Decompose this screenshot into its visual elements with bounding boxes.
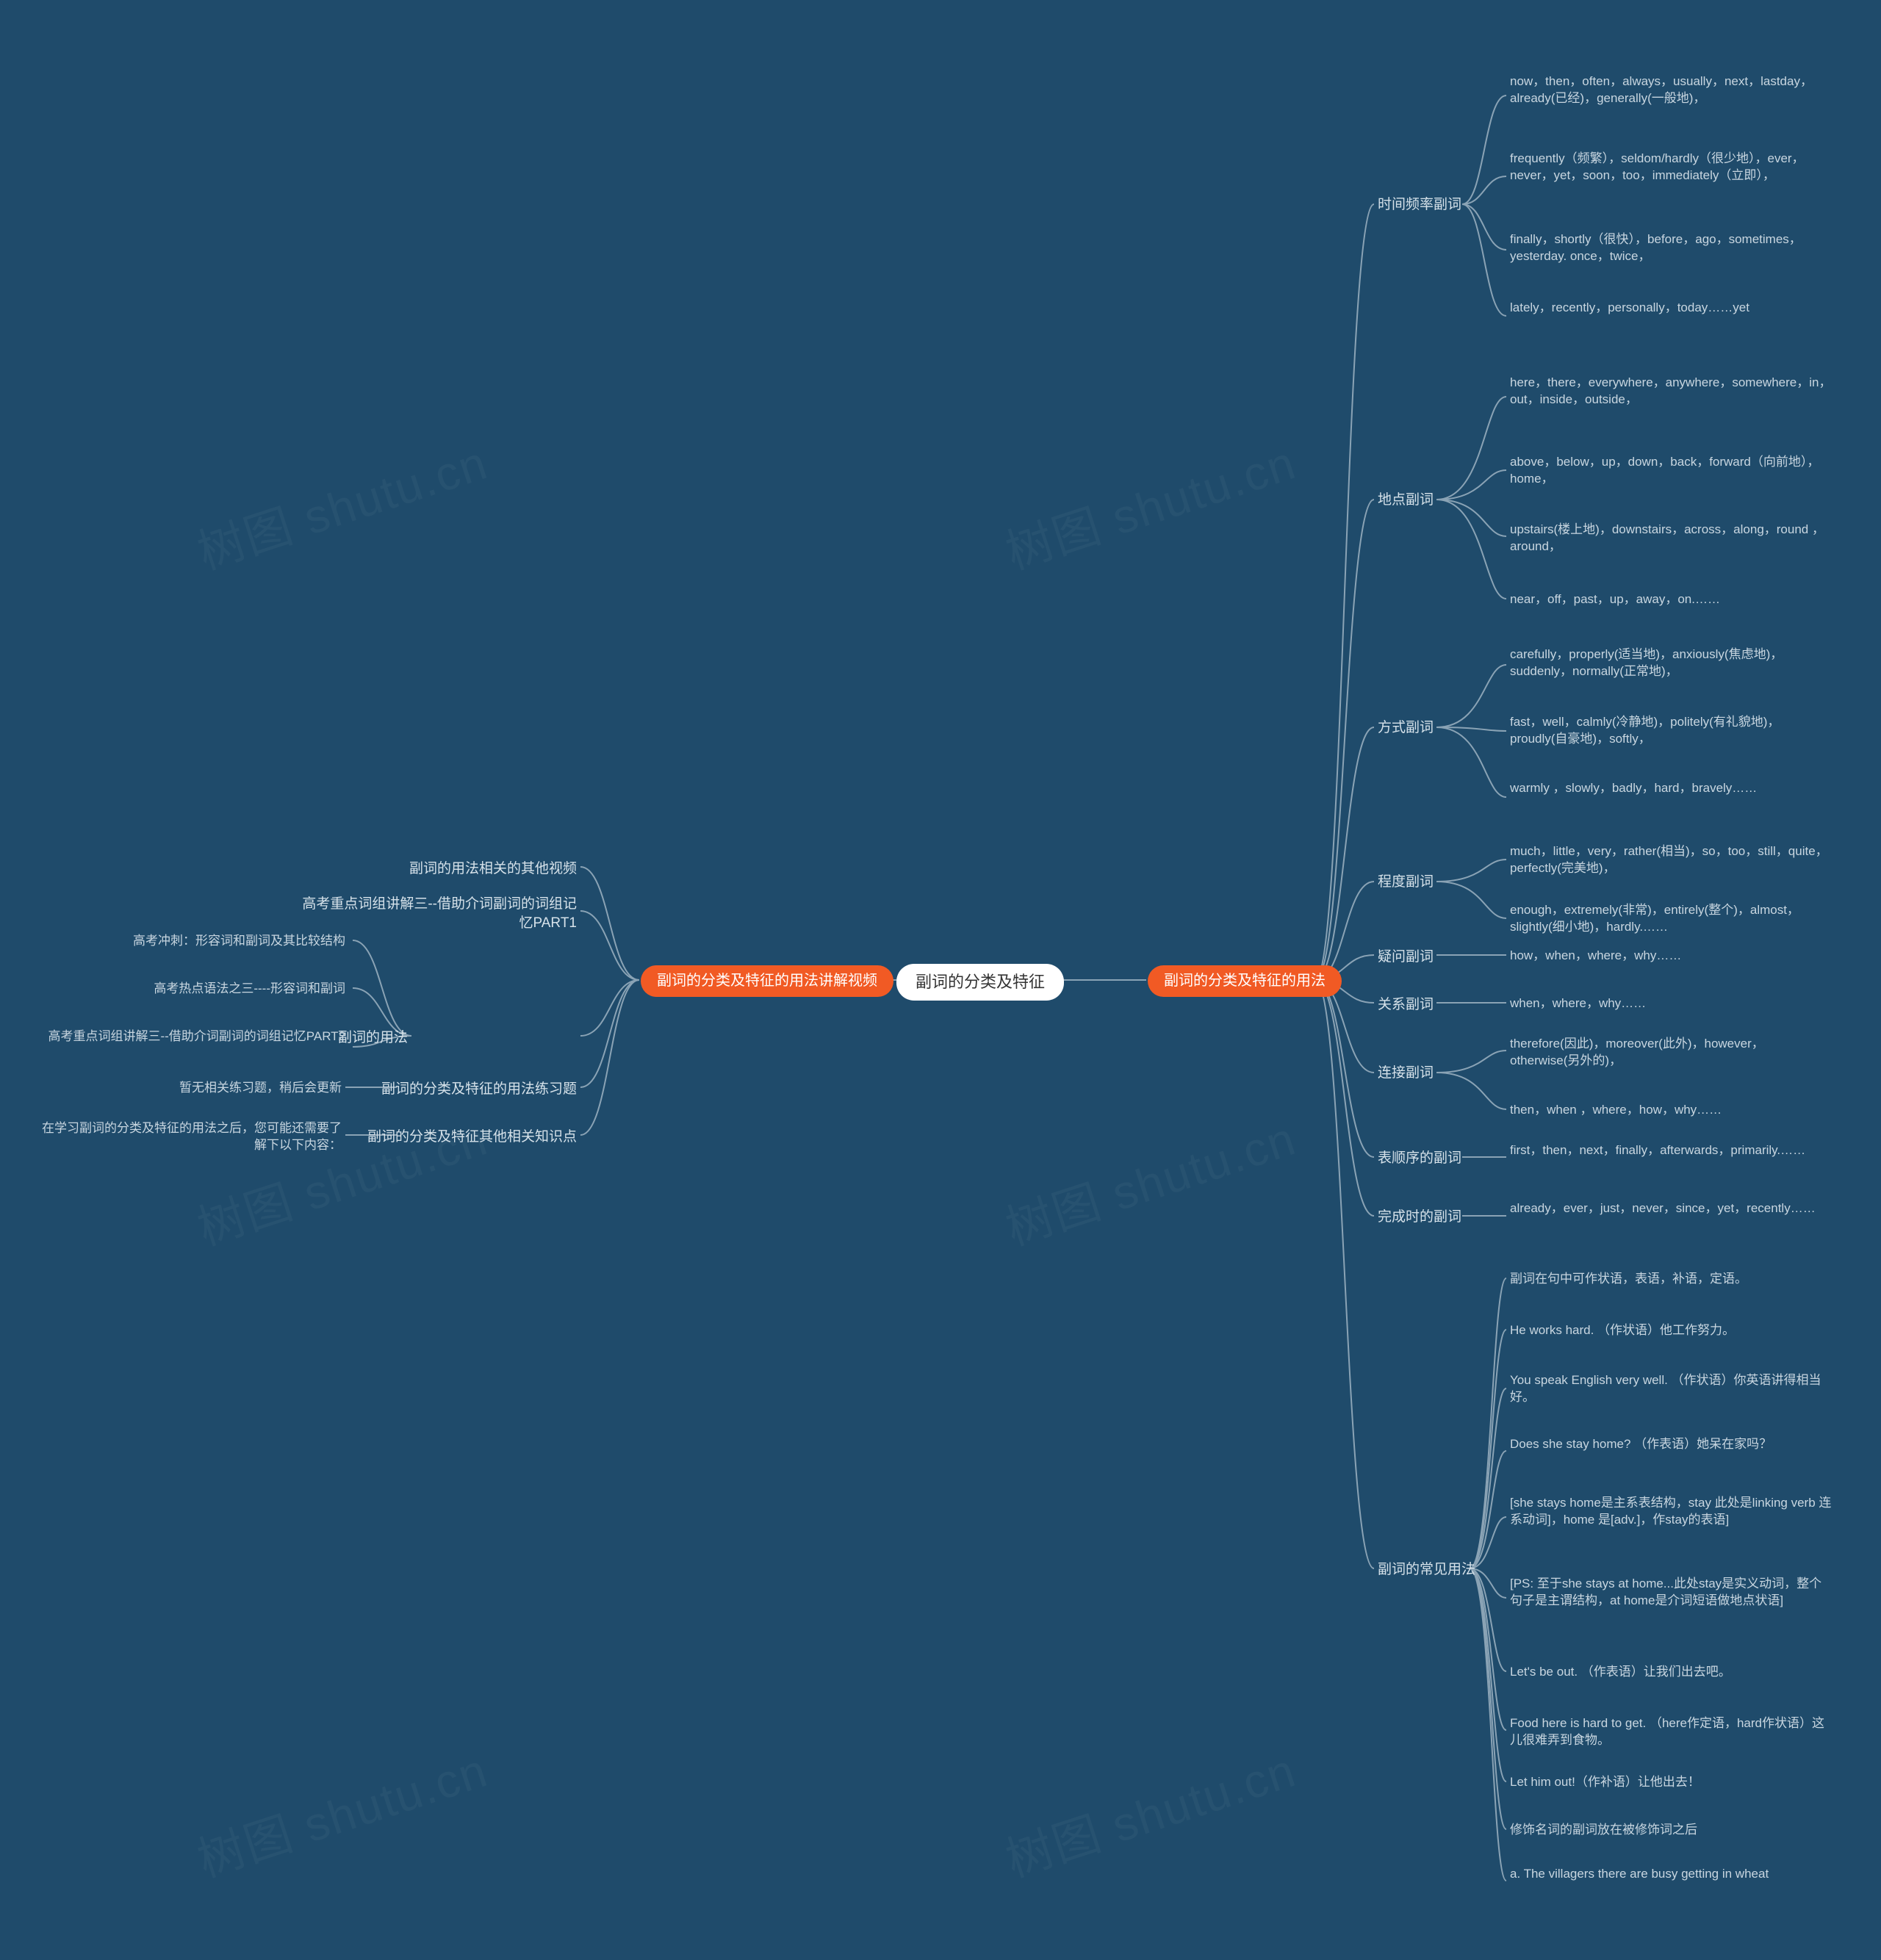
- cat-place[interactable]: 地点副词: [1378, 491, 1434, 510]
- cat-perfect[interactable]: 完成时的副词: [1378, 1208, 1461, 1227]
- leaf-perfect-0: already，ever，just，never，since，yet，recent…: [1510, 1200, 1833, 1217]
- cat-relation[interactable]: 关系副词: [1378, 995, 1434, 1015]
- leaf-place-3: near，off，past，up，away，on.……: [1510, 591, 1833, 608]
- cat-usage[interactable]: 副词的常见用法: [1378, 1560, 1475, 1579]
- leaf-usage-4: [she stays home是主系表结构，stay 此处是linking ve…: [1510, 1495, 1833, 1529]
- leaf-usage-9: 修饰名词的副词放在被修饰词之后: [1510, 1822, 1833, 1839]
- left-v5-child: 在学习副词的分类及特征的用法之后，您可能还需要了解下以下内容：: [33, 1120, 342, 1154]
- left-main[interactable]: 副词的分类及特征的用法讲解视频: [641, 965, 893, 997]
- leaf-time-2: finally，shortly（很快），before，ago，sometimes…: [1510, 231, 1833, 265]
- left-v2[interactable]: 高考重点词组讲解三--借助介词副词的词组记忆PART1: [298, 895, 577, 932]
- left-v1[interactable]: 副词的用法相关的其他视频: [409, 860, 577, 879]
- leaf-time-0: now，then，often，always，usually，next，lastd…: [1510, 73, 1833, 107]
- leaf-time-1: frequently（频繁），seldom/hardly（很少地），ever，n…: [1510, 151, 1833, 184]
- leaf-relation-0: when，where，why……: [1510, 995, 1833, 1012]
- leaf-usage-8: Let him out!（作补语）让他出去！: [1510, 1774, 1833, 1791]
- cat-manner[interactable]: 方式副词: [1378, 718, 1434, 738]
- watermark: 树图 shutu.cn: [996, 425, 1303, 583]
- leaf-usage-5: [PS: 至于she stays at home...此处stay是实义动词，整…: [1510, 1576, 1833, 1610]
- left-v4[interactable]: 副词的分类及特征的用法练习题: [381, 1080, 577, 1099]
- cat-conjunct[interactable]: 连接副词: [1378, 1064, 1434, 1083]
- leaf-manner-0: carefully，properly(适当地)，anxiously(焦虑地)，s…: [1510, 646, 1833, 680]
- root-node[interactable]: 副词的分类及特征: [896, 964, 1064, 1001]
- right-main[interactable]: 副词的分类及特征的用法: [1148, 965, 1342, 997]
- left-v4-child: 暂无相关练习题，稍后会更新: [33, 1080, 342, 1097]
- cat-question[interactable]: 疑问副词: [1378, 948, 1434, 967]
- leaf-place-2: upstairs(楼上地)，downstairs，across，along，ro…: [1510, 522, 1833, 555]
- left-v3-c2: 高考热点语法之三----形容词和副词: [37, 981, 345, 998]
- leaf-usage-1: He works hard. （作状语）他工作努力。: [1510, 1322, 1833, 1339]
- leaf-manner-2: warmly ，slowly，badly，hard，bravely……: [1510, 780, 1833, 797]
- left-v3[interactable]: 副词的用法: [338, 1028, 408, 1048]
- leaf-conj-0: therefore(因此)，moreover(此外)，however，other…: [1510, 1036, 1833, 1070]
- leaf-time-3: lately，recently，personally，today……yet: [1510, 300, 1833, 317]
- cat-degree[interactable]: 程度副词: [1378, 873, 1434, 892]
- leaf-usage-0: 副词在句中可作状语，表语，补语，定语。: [1510, 1271, 1833, 1288]
- leaf-usage-10: a. The villagers there are busy getting …: [1510, 1866, 1833, 1883]
- watermark: 树图 shutu.cn: [188, 1733, 495, 1890]
- cat-time[interactable]: 时间频率副词: [1378, 195, 1461, 215]
- watermark: 树图 shutu.cn: [996, 1733, 1303, 1890]
- leaf-order-0: first，then，next，finally，afterwards，prima…: [1510, 1142, 1833, 1159]
- leaf-question-0: how，when，where，why……: [1510, 948, 1833, 965]
- leaf-place-1: above，below，up，down，back，forward（向前地），ho…: [1510, 454, 1833, 488]
- leaf-usage-2: You speak English very well. （作状语）你英语讲得相…: [1510, 1372, 1833, 1406]
- cat-order[interactable]: 表顺序的副词: [1378, 1149, 1461, 1168]
- left-v3-c1: 高考冲刺：形容词和副词及其比较结构: [37, 933, 345, 950]
- watermark: 树图 shutu.cn: [188, 425, 495, 583]
- leaf-conj-1: then，when ，where，how，why……: [1510, 1102, 1833, 1119]
- watermark: 树图 shutu.cn: [996, 1101, 1303, 1258]
- leaf-usage-3: Does she stay home? （作表语）她呆在家吗？: [1510, 1436, 1833, 1453]
- left-v5[interactable]: 副词的分类及特征其他相关知识点: [367, 1128, 577, 1147]
- leaf-usage-7: Food here is hard to get. （here作定语，hard作…: [1510, 1715, 1833, 1749]
- leaf-degree-0: much，little，very，rather(相当)，so，too，still…: [1510, 843, 1833, 877]
- leaf-usage-6: Let's be out. （作表语）让我们出去吧。: [1510, 1664, 1833, 1681]
- leaf-degree-1: enough，extremely(非常)，entirely(整个)，almost…: [1510, 902, 1833, 936]
- leaf-place-0: here，there，everywhere，anywhere，somewhere…: [1510, 375, 1833, 408]
- left-v3-c3: 高考重点词组讲解三--借助介词副词的词组记忆PART2: [37, 1028, 345, 1045]
- leaf-manner-1: fast，well，calmly(冷静地)，politely(有礼貌地)，pro…: [1510, 714, 1833, 748]
